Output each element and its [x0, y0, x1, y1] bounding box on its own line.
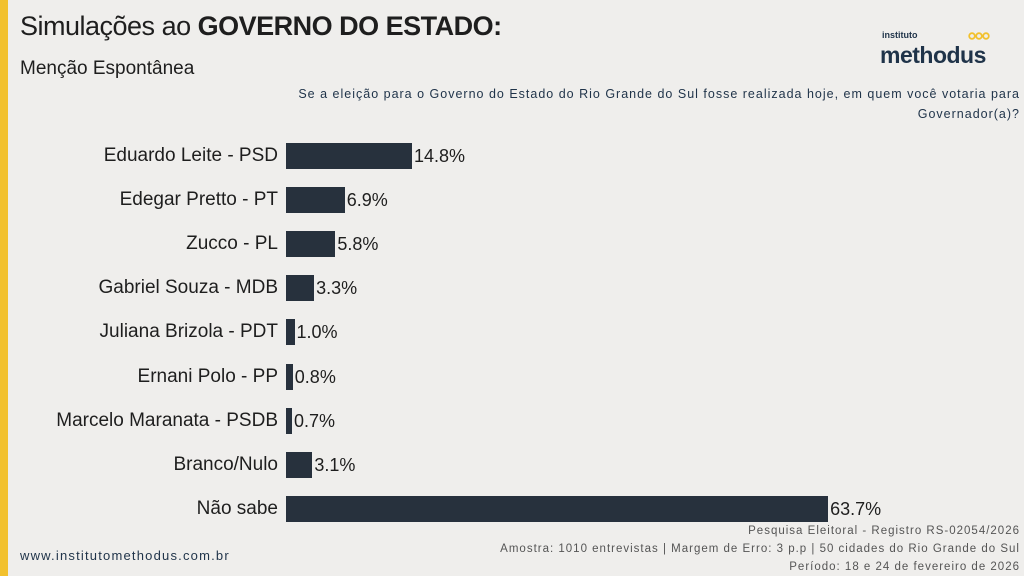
bar	[286, 319, 295, 346]
bar	[286, 275, 315, 302]
category-label: Zucco - PL	[186, 233, 278, 255]
value-label: 0.7%	[293, 410, 335, 431]
category-label: Branco/Nulo	[173, 453, 278, 475]
page-title: Simulações ao GOVERNO DO ESTADO:	[20, 10, 502, 42]
bar	[286, 231, 336, 258]
page-subtitle: Menção Espontânea	[20, 58, 195, 79]
value-label: 6.9%	[346, 190, 388, 211]
value-label: 5.8%	[337, 234, 379, 255]
methodus-logo: instituto methodus	[880, 30, 992, 72]
value-label: 0.8%	[294, 366, 336, 387]
survey-question: Se a eleição para o Governo do Estado do…	[298, 87, 1020, 121]
value-label: 3.1%	[314, 454, 356, 475]
bar	[286, 143, 412, 169]
category-label: Edegar Pretto - PT	[119, 189, 278, 211]
bar	[286, 495, 829, 522]
value-label: 1.0%	[296, 322, 338, 343]
title-bold: GOVERNO DO ESTADO:	[197, 11, 503, 41]
footer-amostra: Amostra: 1010 entrevistas | Margem de Er…	[500, 543, 1020, 555]
footer-registro: Pesquisa Eleitoral - Registro RS-02054/2…	[748, 525, 1020, 537]
logo-rings-icon	[968, 32, 990, 40]
bar	[286, 451, 313, 478]
bar	[286, 407, 292, 434]
category-label: Marcelo Maranata - PSDB	[56, 409, 278, 431]
title-prefix: Simulações ao	[20, 11, 198, 41]
footer-periodo: Período: 18 e 24 de fevereiro de 2026	[789, 561, 1020, 573]
bar	[286, 363, 293, 390]
value-label: 3.3%	[316, 278, 358, 299]
logo-big-text: methodus	[880, 42, 986, 68]
value-label: 14.8%	[413, 146, 465, 166]
category-label: Não sabe	[196, 497, 278, 519]
category-label: Eduardo Leite - PSD	[103, 145, 278, 166]
category-label: Ernani Polo - PP	[137, 365, 278, 387]
category-label: Juliana Brizola - PDT	[99, 321, 278, 343]
logo-small-text: instituto	[882, 30, 918, 40]
website-url[interactable]: www.institutomethodus.com.br	[20, 548, 230, 563]
bar	[286, 187, 345, 214]
value-label: 63.7%	[830, 498, 882, 519]
accent-stripe	[0, 0, 8, 576]
category-label: Gabriel Souza - MDB	[98, 277, 278, 299]
